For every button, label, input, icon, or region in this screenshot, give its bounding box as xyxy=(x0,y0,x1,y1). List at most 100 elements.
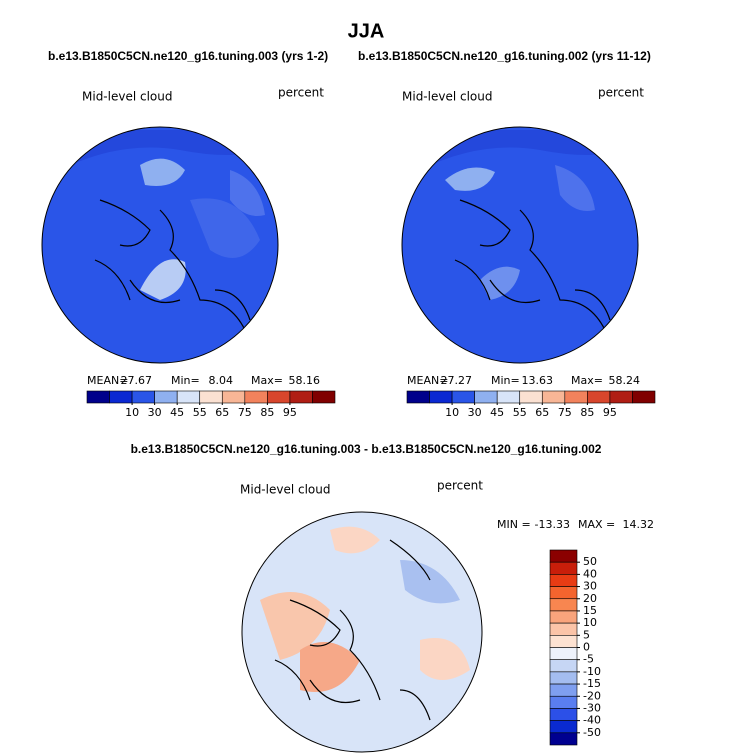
map-border xyxy=(241,511,483,753)
stat-value: 8.04 xyxy=(209,374,234,387)
colorbar-box xyxy=(86,390,110,404)
stat-label: Max= xyxy=(571,374,603,387)
colorbar-tick-label: 55 xyxy=(193,406,207,419)
stat-value: 27.27 xyxy=(441,374,473,387)
variable-label: Mid-level cloud xyxy=(402,90,492,104)
colorbar-box xyxy=(312,390,336,404)
colorbar-tick-label: 75 xyxy=(558,406,572,419)
colorbar-tick-label: 45 xyxy=(490,406,504,419)
colorbar-tick-label: 95 xyxy=(283,406,297,419)
colorbar-tick-label: -40 xyxy=(583,714,601,727)
stat-value: 58.16 xyxy=(289,374,321,387)
variable-label: Mid-level cloud xyxy=(82,90,172,104)
colorbar-tick-label: 65 xyxy=(535,406,549,419)
colorbar-box xyxy=(244,390,268,404)
stat-value: 27.67 xyxy=(121,374,153,387)
colorbar-box xyxy=(451,390,475,404)
colorbar-box xyxy=(267,390,291,404)
colorbar-tick-label: 85 xyxy=(260,406,274,419)
colorbar-box xyxy=(549,647,578,660)
colorbar-box xyxy=(549,586,578,600)
colorbar-box xyxy=(549,635,578,648)
stat-value: 58.24 xyxy=(609,374,641,387)
colorbar-tick-label: 30 xyxy=(468,406,482,419)
colorbar-tick-label: 10 xyxy=(445,406,459,419)
stat-label: MEAN= xyxy=(407,374,448,387)
colorbar-tick-label: 15 xyxy=(583,604,597,617)
colorbar-box xyxy=(564,390,588,404)
colorbar-box xyxy=(549,708,578,721)
colorbar-box xyxy=(549,659,578,673)
colorbar-box xyxy=(549,683,578,697)
colorbar-box xyxy=(549,671,578,685)
stat-label: Min= xyxy=(171,374,200,387)
colorbar-tick-label: 75 xyxy=(238,406,252,419)
colorbar-box xyxy=(549,610,578,624)
colorbar-box xyxy=(496,390,521,404)
colorbar-box xyxy=(549,549,578,563)
colorbar-tick-label: 10 xyxy=(125,406,139,419)
colorbar-box xyxy=(549,732,578,746)
colorbar-tick-label: 85 xyxy=(580,406,594,419)
colorbar-tick-label: 0 xyxy=(583,641,590,654)
colorbar-tick-label: 40 xyxy=(583,567,597,580)
colorbar-tick-label: 45 xyxy=(170,406,184,419)
map-border xyxy=(401,126,639,364)
colorbar-tick-label: -10 xyxy=(583,665,601,678)
colorbar-box xyxy=(199,390,223,404)
units-label: percent xyxy=(278,86,324,100)
colorbar-tick-label: -20 xyxy=(583,689,601,702)
map xyxy=(402,127,638,363)
units-label: percent xyxy=(598,86,644,100)
colorbar-tick-label: 55 xyxy=(513,406,527,419)
colorbar-tick-label: 65 xyxy=(215,406,229,419)
stat-label: MEAN= xyxy=(87,374,128,387)
stat-label: MIN = xyxy=(497,518,531,531)
subtitle: b.e13.B1850C5CN.ne120_g16.tuning.003 (yr… xyxy=(48,49,328,63)
stat-value: -13.33 xyxy=(535,518,570,531)
colorbar-box xyxy=(549,561,578,575)
variable-label: Mid-level cloud xyxy=(240,483,330,497)
colorbar-box xyxy=(131,390,155,404)
colorbar-box xyxy=(549,695,578,709)
colorbar-tick-label: 50 xyxy=(583,555,597,568)
colorbar-box xyxy=(587,390,611,404)
colorbar-box xyxy=(176,390,201,404)
stat-value: 14.32 xyxy=(623,518,655,531)
colorbar-box xyxy=(221,390,246,404)
colorbar-tick-label: -15 xyxy=(583,677,601,690)
subtitle: b.e13.B1850C5CN.ne120_g16.tuning.003 - b… xyxy=(131,442,602,456)
units-label: percent xyxy=(437,479,483,493)
colorbar-box xyxy=(549,598,578,612)
colorbar-tick-label: 10 xyxy=(583,616,597,629)
colorbar-tick-label: 20 xyxy=(583,592,597,605)
stat-value: 13.63 xyxy=(522,374,554,387)
colorbar-box xyxy=(549,622,578,636)
title: JJA xyxy=(348,20,385,42)
stat-label: Max= xyxy=(251,374,283,387)
colorbar-box xyxy=(406,390,430,404)
stat-label: Min= xyxy=(491,374,520,387)
colorbar-tick-label: -5 xyxy=(583,653,594,666)
colorbar-tick-label: -30 xyxy=(583,701,601,714)
colorbar-box xyxy=(429,390,453,404)
subtitle: b.e13.B1850C5CN.ne120_g16.tuning.002 (yr… xyxy=(358,49,651,63)
stat-label: MAX = xyxy=(578,518,615,531)
colorbar-box xyxy=(154,390,178,404)
colorbar-tick-label: -50 xyxy=(583,726,601,739)
colorbar-box xyxy=(549,720,578,734)
colorbar-box xyxy=(609,390,633,404)
colorbar-tick-label: 5 xyxy=(583,628,590,641)
colorbar-tick-label: 30 xyxy=(583,580,597,593)
colorbar-box xyxy=(541,390,566,404)
colorbar-box xyxy=(519,390,543,404)
colorbar-tick-label: 95 xyxy=(603,406,617,419)
map-border xyxy=(41,126,279,364)
colorbar-box xyxy=(474,390,498,404)
colorbar-box xyxy=(632,390,656,404)
map xyxy=(42,127,278,363)
map xyxy=(242,512,482,752)
colorbar-box xyxy=(289,390,313,404)
colorbar-box xyxy=(109,390,133,404)
